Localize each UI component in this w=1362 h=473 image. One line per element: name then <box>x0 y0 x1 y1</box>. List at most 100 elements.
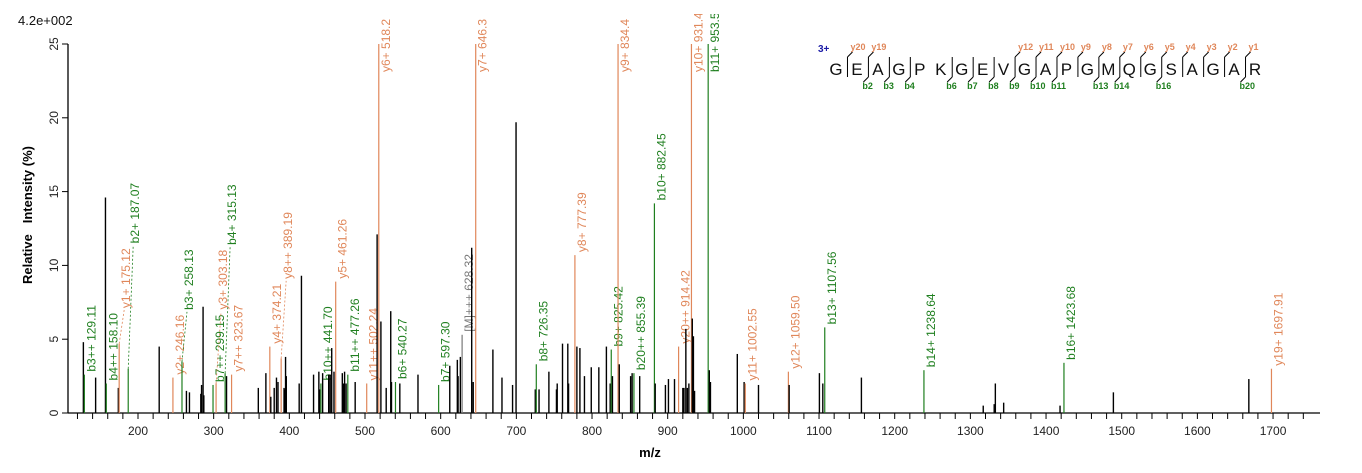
residue-letter: A <box>872 60 884 79</box>
peak-label: y11+ 1002.55 <box>745 308 759 381</box>
peak-label: y5+ 461.26 <box>336 219 350 279</box>
peak-label: b3++ 129.11 <box>84 305 98 372</box>
b-ion-label: b10 <box>1030 81 1046 91</box>
residue-letter: A <box>1186 60 1198 79</box>
peak-label: y7++ 323.67 <box>232 305 246 372</box>
residue-letter: M <box>1101 60 1115 79</box>
residue-letter: P <box>1061 60 1072 79</box>
residue-letter: A <box>1040 60 1052 79</box>
y-ion-flag <box>1224 51 1230 58</box>
x-tick-label: 1100 <box>806 424 832 438</box>
y-ion-flag <box>1140 51 1147 58</box>
peak-label: b13+ 1107.56 <box>825 251 839 324</box>
y-ion-flag <box>1245 51 1251 58</box>
intensity-scale-label: 4.2e+002 <box>18 13 73 28</box>
peak-label: b11++ 477.26 <box>348 298 362 372</box>
x-tick-label: 1600 <box>1184 424 1211 438</box>
residue-letter: P <box>914 60 925 79</box>
peak-label: b6+ 540.27 <box>395 318 409 379</box>
residue-letter: G <box>1018 60 1031 79</box>
peak-label: y10+ 931.4 <box>691 12 705 72</box>
y-ion-flag <box>1077 51 1084 58</box>
peak-label: b2+ 187.07 <box>128 183 142 244</box>
y-ion-flag <box>1014 51 1021 58</box>
x-tick-label: 300 <box>204 424 224 438</box>
y-ion-label: y8 <box>1102 42 1112 52</box>
peak-label: y19+ 1697.91 <box>1271 292 1285 365</box>
y-tick-label: 0 <box>47 409 61 416</box>
residue-letter: G <box>892 60 905 79</box>
x-tick-label: 400 <box>279 424 299 438</box>
y-ion-flag <box>868 51 874 58</box>
peak-label: b10++ 441.70 <box>321 306 335 380</box>
b-ion-label: b11 <box>1051 81 1066 91</box>
b-ion-label: b14 <box>1114 81 1130 91</box>
y-ion-label: y5 <box>1165 42 1175 52</box>
peak-label: y8+ 777.39 <box>575 192 589 252</box>
b-ion-flag <box>1030 76 1037 83</box>
peak-label: b11+ 953.5 <box>708 12 722 72</box>
x-tick-label: 500 <box>355 424 375 438</box>
residue-letter: Q <box>1123 60 1136 79</box>
x-tick-label: 1000 <box>730 424 757 438</box>
peak-label: b14+ 1238.64 <box>924 293 938 367</box>
peak-label: b4+ 315.13 <box>225 184 239 245</box>
b-ion-flag <box>863 76 869 83</box>
y-ion-flag <box>1203 51 1209 58</box>
x-tick-label: 200 <box>128 424 148 438</box>
b-ion-label: b16 <box>1156 81 1172 91</box>
x-tick-label: 1200 <box>881 424 908 438</box>
residue-letter: G <box>955 60 968 79</box>
y-ion-flag <box>847 51 853 58</box>
peak-label: b7+ 597.30 <box>439 321 453 382</box>
y-ion-label: y6 <box>1144 42 1154 52</box>
b-ion-flag <box>1009 76 1016 83</box>
y-ion-label: y10 <box>1060 42 1075 52</box>
y-ion-label: y7 <box>1123 42 1133 52</box>
peak-label: b10+ 882.45 <box>654 133 668 200</box>
b-ion-label: b7 <box>967 81 978 91</box>
b-ion-flag <box>1114 76 1121 83</box>
b-ion-flag <box>967 76 974 83</box>
label-leader-line <box>224 246 231 374</box>
x-tick-label: 600 <box>431 424 451 438</box>
peak-label: y12+ 1059.50 <box>788 295 802 368</box>
b-ion-flag <box>1051 76 1058 83</box>
residue-letter: E <box>977 60 988 79</box>
x-tick-label: 1300 <box>957 424 984 438</box>
y-tick-label: 5 <box>47 336 61 343</box>
peak-label: b3+ 258.13 <box>182 249 196 310</box>
peak-label: y2+ 246.16 <box>173 315 187 375</box>
y-ion-label: y4 <box>1186 42 1196 52</box>
peak-label: [M]+++ 628.32 <box>462 254 476 332</box>
peak-label: y7+ 646.3 <box>476 19 490 72</box>
peak-label: b4++ 158.10 <box>106 313 120 381</box>
y-tick-label: 15 <box>47 185 61 199</box>
peak-label: b16+ 1423.68 <box>1064 286 1078 360</box>
y-ion-flag <box>1119 51 1126 58</box>
b-ion-flag <box>988 76 995 83</box>
x-tick-label: 1500 <box>1108 424 1135 438</box>
peak-label: y20++ 914.42 <box>679 270 693 344</box>
peak-label: y4+ 374.21 <box>270 284 284 344</box>
b-ion-flag <box>1093 76 1100 83</box>
residue-letter: S <box>1166 60 1177 79</box>
residue-letter: A <box>1228 60 1240 79</box>
residue-letter: G <box>1081 60 1094 79</box>
residue-letter: V <box>998 60 1010 79</box>
b-ion-label: b3 <box>883 81 894 91</box>
peak-label: y9+ 834.4 <box>618 19 632 72</box>
y-ion-flag <box>1035 51 1042 58</box>
y-ion-label: y19 <box>871 42 886 52</box>
peak-label: b7++ 299.15 <box>213 314 227 382</box>
label-leader-line <box>127 245 134 369</box>
label-leader-line <box>118 310 125 344</box>
b-ion-flag <box>904 76 911 83</box>
b-ion-label: b2 <box>862 81 873 91</box>
peak-label: y8++ 389.19 <box>281 212 295 279</box>
peaks: b3++ 129.11 b4++ 158.10 y1+ 175.12 b2+ 187.… <box>82 12 1285 413</box>
b-ion-flag <box>1156 76 1163 83</box>
x-tick-label: 800 <box>582 424 602 438</box>
